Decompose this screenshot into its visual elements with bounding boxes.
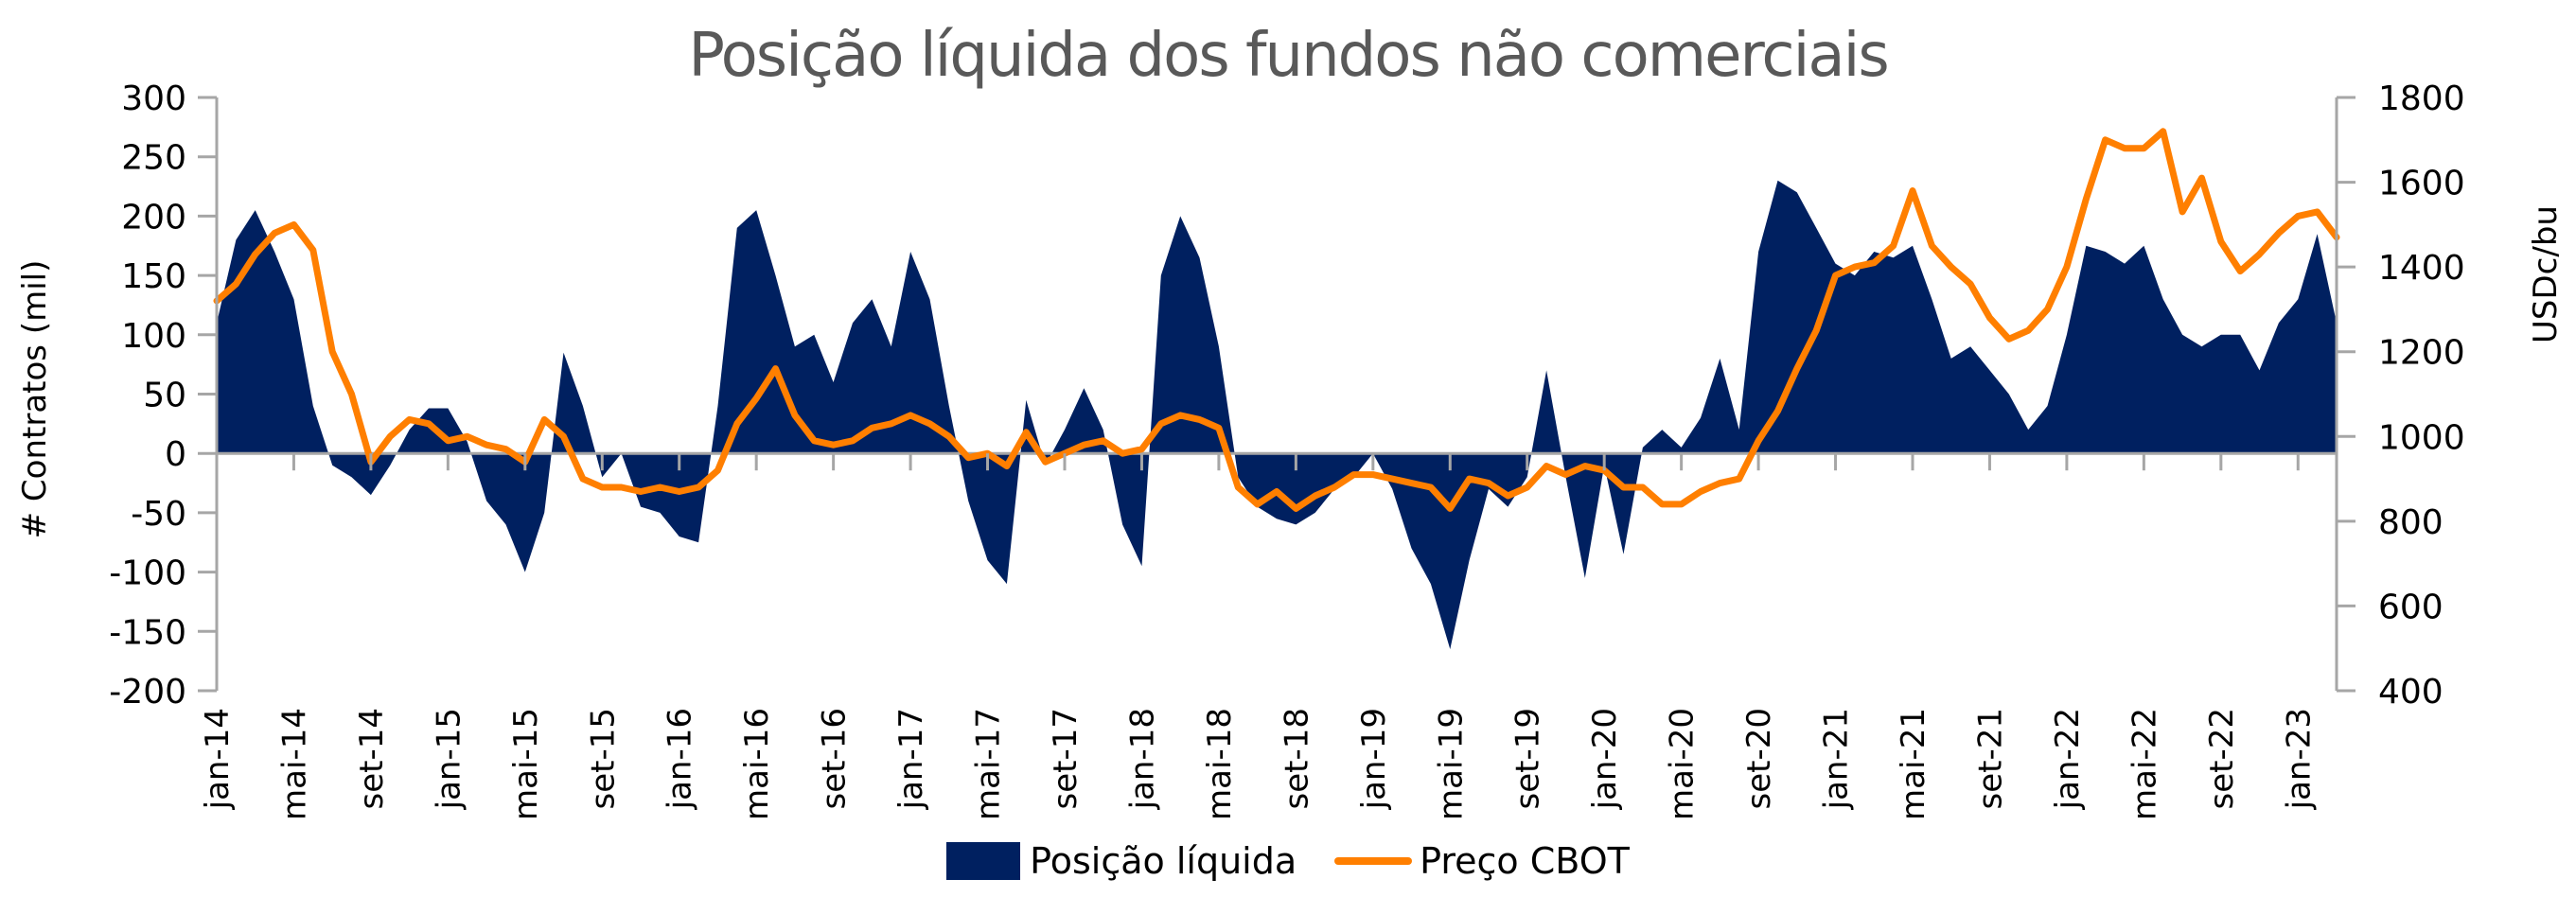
x-tick-label: mai-20 [1664,708,1702,820]
y-tick-label: 150 [121,257,186,296]
y-tick-label-right: 1000 [2378,418,2465,457]
y-axis-left: 300 250 200 150 100 50 0 -50 -100 -150 -200 [109,79,219,712]
y-tick-label: -50 [131,495,186,534]
y-tick-label-right: 1600 [2378,165,2465,203]
x-tick-label: jan-17 [892,708,930,810]
x-tick-label: jan-21 [1818,708,1856,810]
y-tick-label-right: 1400 [2378,249,2465,288]
x-tick-label: jan-14 [199,708,237,810]
x-tick-label: mai-16 [738,708,776,820]
area-swatch-icon [946,842,1021,880]
legend-item-net-position: Posição líquida [946,840,1297,882]
y-tick-label: 250 [121,139,186,178]
x-tick-label: jan-16 [662,708,699,810]
y-tick-label: -200 [109,673,186,712]
x-tick-label: mai-15 [507,708,545,820]
chart-title: Posição líquida dos fundos não comerciai… [688,21,1889,91]
x-tick-label: set-14 [353,708,391,810]
x-tick-label: jan-23 [2280,708,2318,810]
x-tick-label: set-22 [2203,708,2241,810]
y-tick-label: -100 [109,554,186,593]
x-tick-label: set-18 [1278,708,1315,810]
y-tick-label: 300 [121,79,186,118]
x-tick-label: set-17 [1047,708,1085,810]
y-tick-label-right: 400 [2378,673,2444,712]
x-tick-label: set-15 [584,708,622,810]
y-tick-label: -150 [109,613,186,652]
y-tick-label-right: 800 [2378,503,2444,542]
legend: Posição líquida Preço CBOT [0,840,2576,882]
x-tick-label: jan-22 [2049,708,2087,810]
x-tick-label: mai-14 [275,708,313,820]
x-tick-label: mai-19 [1432,708,1470,820]
x-tick-label: jan-19 [1355,708,1393,810]
x-tick-label: jan-15 [430,708,468,810]
y-tick-label-right: 1200 [2378,334,2465,373]
legend-label: Preço CBOT [1420,840,1630,882]
y-tick-label-right: 1800 [2378,79,2465,118]
x-tick-label: mai-17 [970,708,1008,820]
y-tick-label-right: 600 [2378,588,2444,626]
x-axis: jan-14 mai-14 set-14 jan-15 mai-15 set-15 jan-… [199,453,2318,820]
x-tick-label: set-21 [1971,708,2009,810]
x-tick-label: mai-18 [1201,708,1239,820]
y-tick-label: 50 [143,377,186,415]
line-path [213,128,2340,512]
y-axis-right: 1800 1600 1400 1200 1000 800 600 400 [2335,79,2465,712]
x-tick-label: set-16 [816,708,854,810]
y-tick-label: 0 [165,435,186,474]
area-path [217,180,2337,650]
legend-label: Posição líquida [1030,840,1297,882]
net-position-area [217,180,2337,650]
y-tick-label: 200 [121,198,186,237]
x-tick-label: jan-20 [1586,708,1624,810]
x-tick-label: set-20 [1740,708,1778,810]
legend-item-cbot-price: Preço CBOT [1334,840,1630,882]
y-tick-label: 100 [121,317,186,356]
x-tick-label: jan-18 [1123,708,1161,810]
x-tick-label: set-19 [1509,708,1547,810]
x-tick-label: mai-21 [1895,708,1932,820]
line-swatch-icon [1334,857,1413,865]
cbot-price-line [213,128,2340,512]
x-tick-label: mai-22 [2126,708,2163,820]
